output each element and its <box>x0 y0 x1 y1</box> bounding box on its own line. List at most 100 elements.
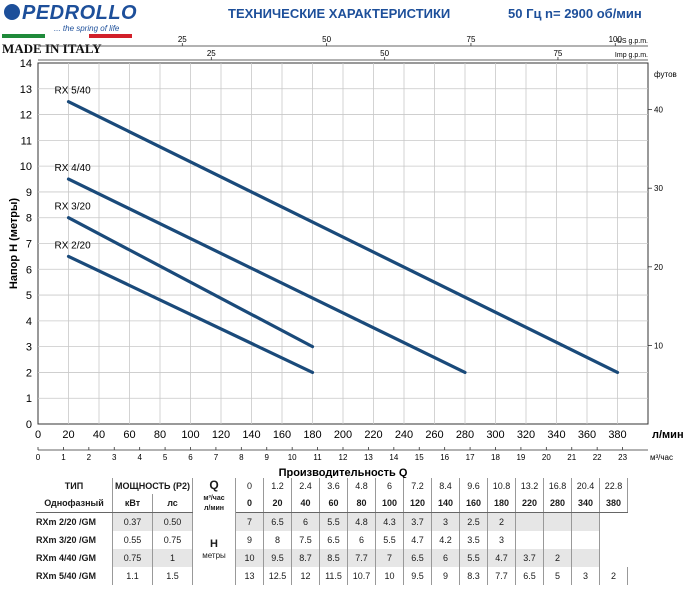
q-m3-cell: 7.2 <box>403 478 432 494</box>
h-value-cell: 2 <box>543 549 572 567</box>
m3-tick-label: 23 <box>618 453 627 462</box>
made-in-italy: MADE IN ITALY <box>2 41 102 56</box>
series-line-1 <box>66 100 620 375</box>
h-value-cell: 6.5 <box>319 531 348 549</box>
h-value-cell: 11.5 <box>319 567 348 585</box>
m3-tick-label: 22 <box>593 453 602 462</box>
y-tick-label: 11 <box>21 135 32 147</box>
h-value-cell: 8.3 <box>459 567 488 585</box>
series-line-4 <box>66 254 315 375</box>
usgpm-tick-label: 75 <box>467 35 476 44</box>
h-value-cell: 9.5 <box>263 549 292 567</box>
h-value-cell: 12 <box>291 567 320 585</box>
h-value-cell: 4.2 <box>431 531 460 549</box>
h-value-cell: 2 <box>487 512 516 531</box>
q-m3-cell: 1.2 <box>263 478 292 494</box>
h-value-cell: 5.5 <box>375 531 404 549</box>
m3-unit-label: м³/час <box>650 453 673 462</box>
q-lmin-cell: 40 <box>291 494 320 513</box>
h-value-cell: 7 <box>235 512 264 531</box>
y-tick-label: 13 <box>20 84 32 96</box>
row-hp: 1.5 <box>152 567 193 585</box>
sub-type: Однофазный <box>36 494 113 513</box>
x-tick-label: 280 <box>456 429 474 441</box>
h-value-cell <box>543 531 572 549</box>
q-m3-cell: 3.6 <box>319 478 348 494</box>
row-type: RXm 2/20 /GM <box>36 512 113 531</box>
h-value-cell: 6.5 <box>263 512 292 531</box>
feet-tick-label: 40 <box>654 106 663 115</box>
chart-header-spec: 50 Гц n= 2900 об/мин <box>508 6 642 21</box>
q-m3-cell: 22.8 <box>599 478 628 494</box>
y-tick-label: 4 <box>26 316 32 328</box>
x-unit-label: л/мин <box>652 429 684 441</box>
q-m3-cell: 8.4 <box>431 478 460 494</box>
h-value-cell: 6.5 <box>403 549 432 567</box>
q-lmin-cell: 80 <box>347 494 376 513</box>
h-value-cell: 7.7 <box>487 567 516 585</box>
q-lmin-cell: 380 <box>599 494 628 513</box>
sub-hp: лс <box>152 494 193 513</box>
q-m3-cell: 13.2 <box>515 478 544 494</box>
sub-kw: кВт <box>112 494 153 513</box>
h-value-cell: 12.5 <box>263 567 292 585</box>
q-lmin-cell: 340 <box>571 494 600 513</box>
h-value-cell: 10 <box>235 549 264 567</box>
row-kw: 0.55 <box>112 531 153 549</box>
x-tick-label: 120 <box>212 429 230 441</box>
impgpm-tick-label: 75 <box>553 49 562 58</box>
q-lmin-cell: 280 <box>543 494 572 513</box>
h-value-cell: 3 <box>431 512 460 531</box>
y-axis-label: Напор H (метры) <box>8 198 20 289</box>
m3-tick-label: 14 <box>389 453 398 462</box>
y-tick-label: 3 <box>26 342 32 354</box>
series-label: RX 2/20 <box>55 240 92 251</box>
usgpm-tick-label: 50 <box>322 35 331 44</box>
h-value-cell: 3.7 <box>403 512 432 531</box>
m3-tick-label: 15 <box>415 453 424 462</box>
h-value-cell <box>571 531 600 549</box>
brand-name: PEDROLLO <box>22 2 138 24</box>
table-row: RXm 5/40 /GM 1.1 1.5 13 12.5 12 11.5 10.7 10 9.5 9… <box>36 567 628 585</box>
table-row: RXm 4/40 /GM 0.75 1 10 9.5 8.7 8.5 7.7 7 6.5 6 5.5 4… <box>36 549 628 567</box>
h-label: H <box>210 537 218 550</box>
feet-unit-label: футов <box>654 70 677 79</box>
y-tick-label: 9 <box>26 187 32 199</box>
q-m3-cell: 16.8 <box>543 478 572 494</box>
h-value-cell <box>515 512 544 531</box>
h-value-cell: 5 <box>543 567 572 585</box>
q-label-cell: Q м³/час л/мин <box>192 478 236 513</box>
m3-tick-label: 9 <box>265 453 270 462</box>
h-value-cell: 3 <box>487 531 516 549</box>
h-value-cell: 9 <box>431 567 460 585</box>
m3-tick-label: 17 <box>466 453 475 462</box>
row-hp: 0.75 <box>152 531 193 549</box>
row-kw: 0.75 <box>112 549 153 567</box>
q-m3-cell: 6 <box>375 478 404 494</box>
m3-tick-label: 12 <box>339 453 348 462</box>
col-type-header: ТИП <box>36 478 113 494</box>
m3-tick-label: 19 <box>516 453 525 462</box>
row-type: RXm 4/40 /GM <box>36 549 113 567</box>
m3-tick-label: 21 <box>567 453 576 462</box>
q-lmin-cell: 20 <box>263 494 292 513</box>
h-value-cell: 10.7 <box>347 567 376 585</box>
h-value-cell: 7.7 <box>347 549 376 567</box>
h-value-cell: 5.5 <box>459 549 488 567</box>
x-tick-label: 160 <box>273 429 291 441</box>
table-row: RXm 3/20 /GM 0.55 0.75 9 8 7.5 6.5 6 5.5 4.7 4.2 3.… <box>36 531 628 549</box>
h-value-cell: 13 <box>235 567 264 585</box>
x-tick-label: 100 <box>181 429 199 441</box>
q-lmin-cell: 140 <box>431 494 460 513</box>
h-value-cell: 4.7 <box>487 549 516 567</box>
q-m3-cell: 20.4 <box>571 478 600 494</box>
h-value-cell: 7 <box>375 549 404 567</box>
usgpm-tick-label: 100 <box>609 35 623 44</box>
x-tick-label: 40 <box>93 429 105 441</box>
q-label: Q <box>209 478 219 493</box>
usgpm-tick-label: 25 <box>178 35 187 44</box>
m3-tick-label: 5 <box>163 453 168 462</box>
q-m3-cell: 0 <box>235 478 264 494</box>
y-tick-label: 7 <box>26 239 32 251</box>
